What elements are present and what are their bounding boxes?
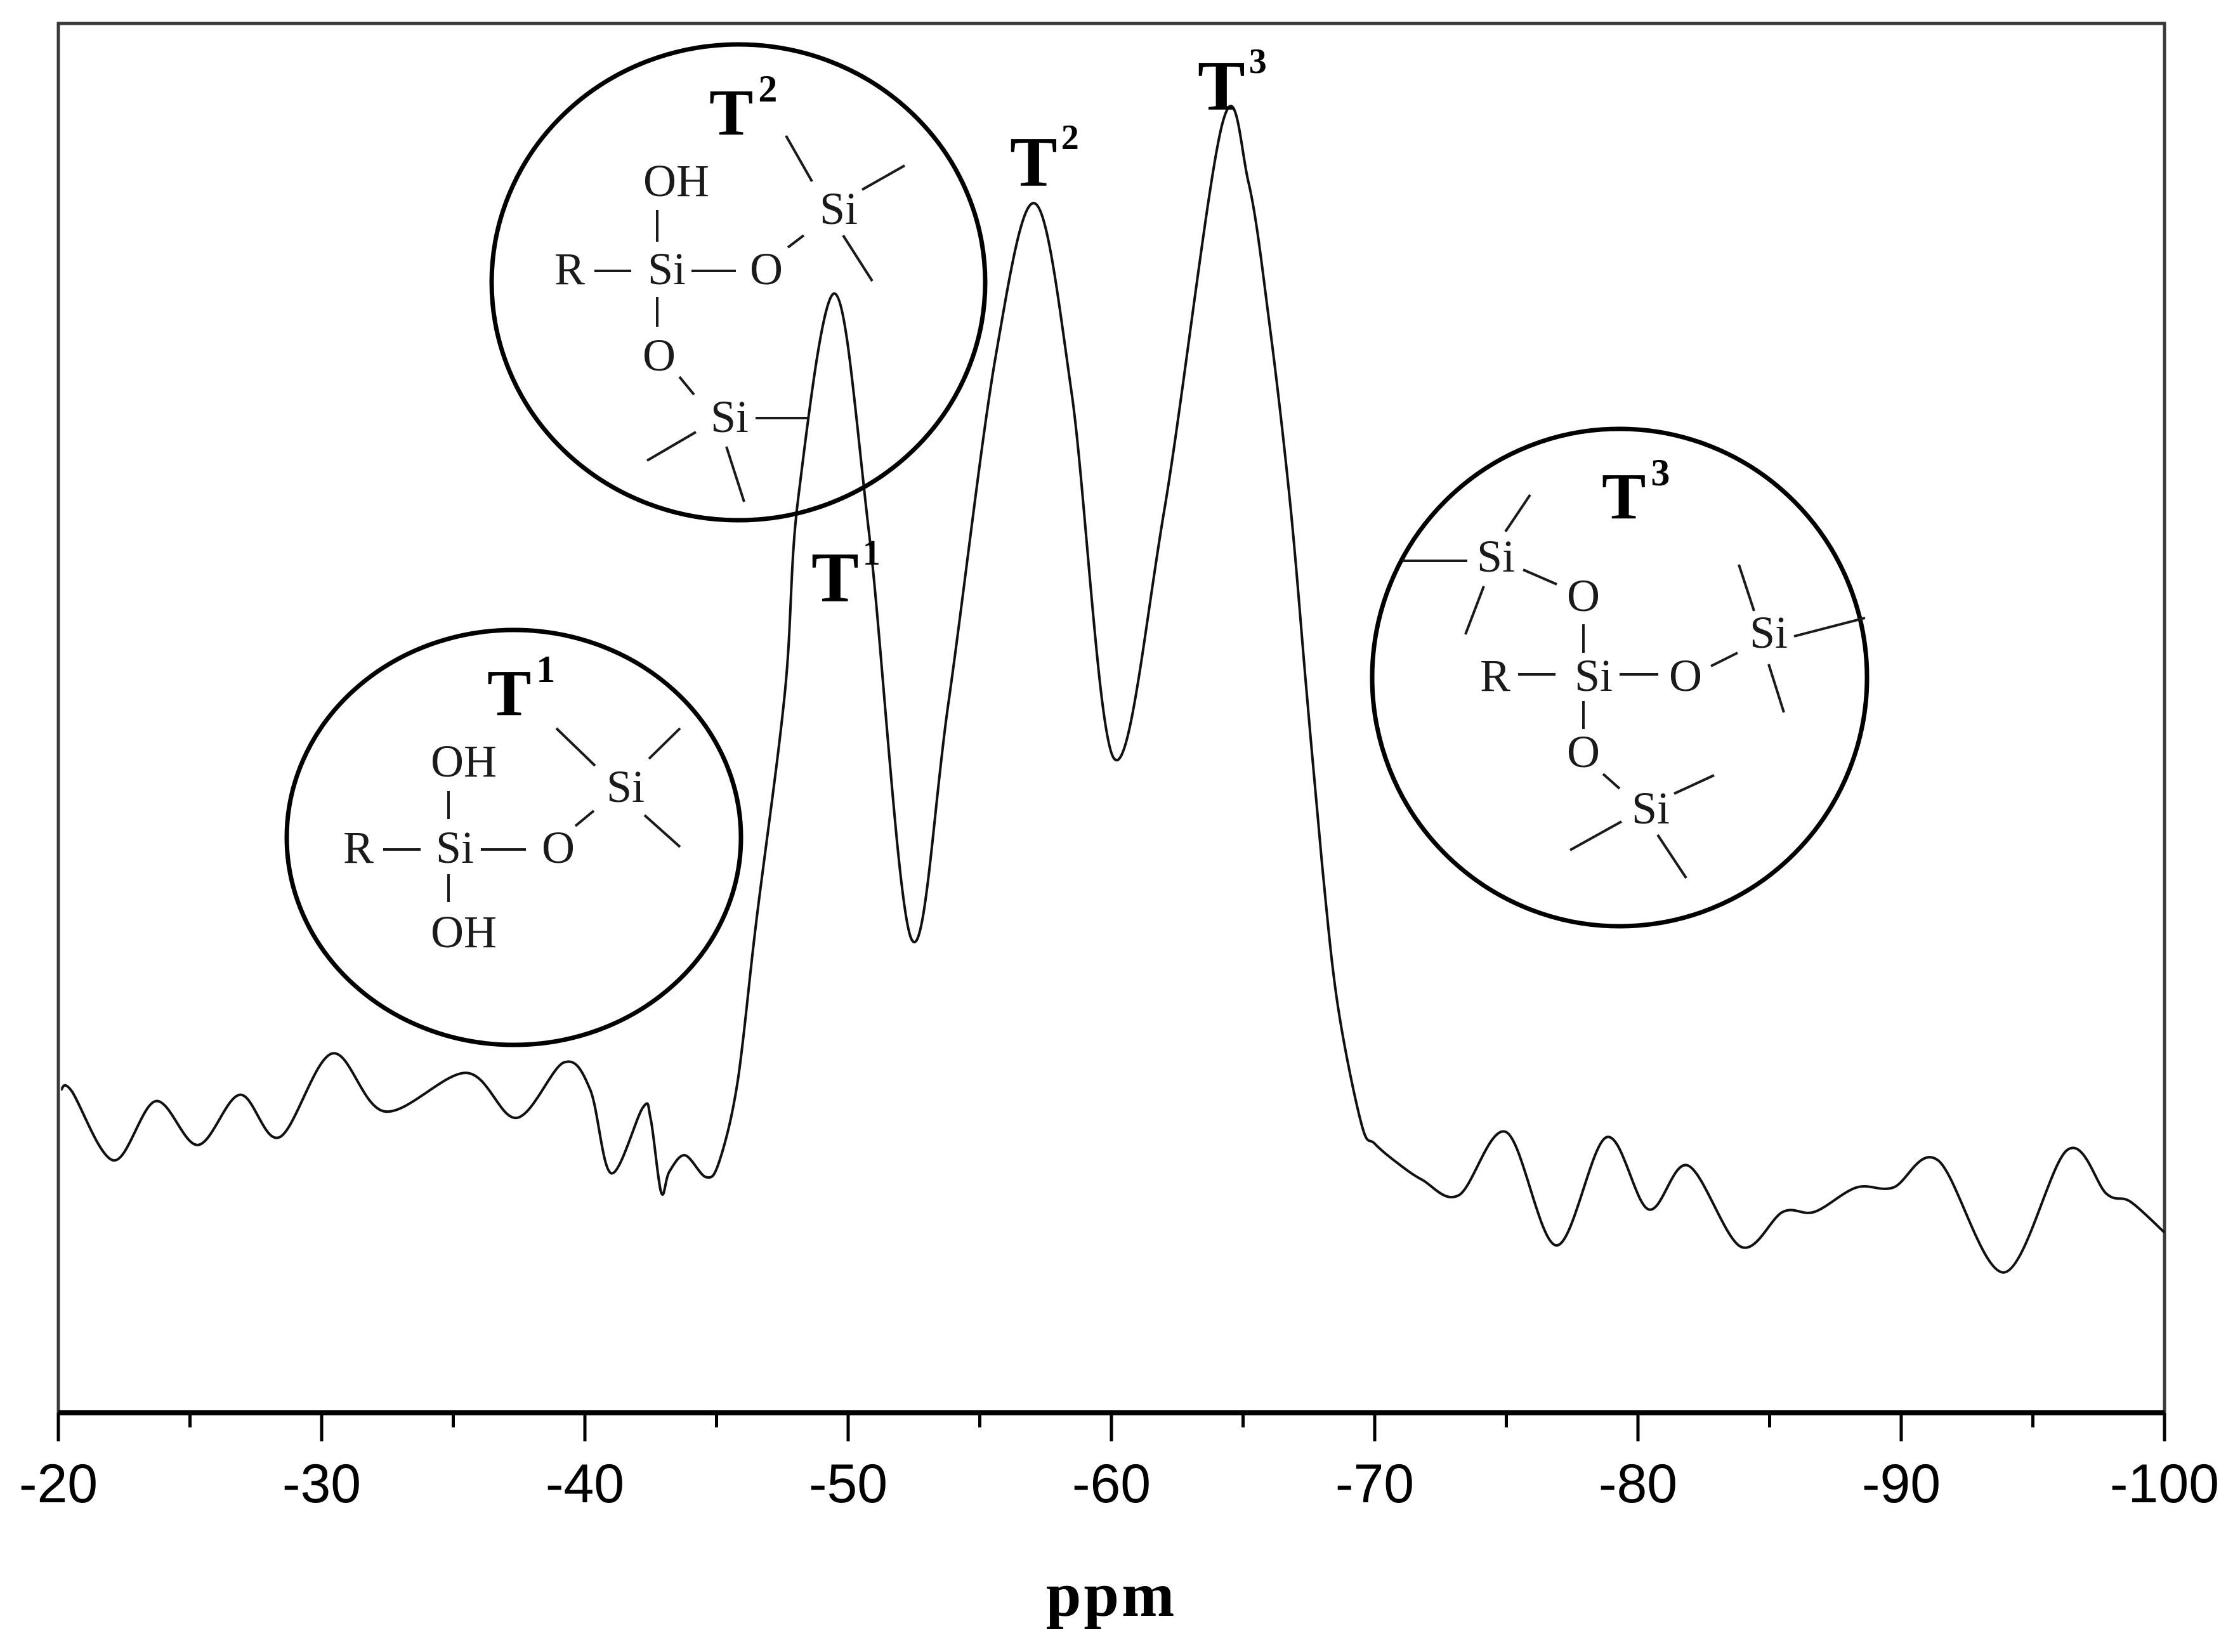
inset-t1-si-neighbor: Si [606,761,645,812]
tick-label-20: -20 [19,1453,98,1514]
inset-t2-o-right: O [750,244,783,294]
inset-t3-o-bottom: O [1567,726,1600,777]
tick-label-50: -50 [809,1453,887,1514]
inset-t1-si-center: Si [436,822,474,873]
spectrum-curve [60,105,2166,1274]
tick-label-90: -90 [1862,1453,1941,1514]
inset-t3-si-center: Si [1575,650,1613,701]
inset-t3-si-right: Si [1750,607,1788,658]
inset-t3-o-top: O [1567,570,1600,621]
x-tick-labels: -20 -30 -40 -50 -60 -70 -80 -90 -100 [19,1453,2219,1514]
inset-t1-r: R [343,822,374,873]
tick-label-30: -30 [282,1453,361,1514]
inset-t1-oh-top: OH [431,736,497,787]
inset-t2-si-lower: Si [711,391,749,442]
inset-t3-r: R [1480,650,1510,701]
inset-t3-circle [1370,426,1870,929]
inset-t1-circle [284,627,743,1047]
inset-t2-si-upper: Si [820,183,858,234]
x-axis-ticks [56,1413,2166,1441]
tick-label-70: -70 [1335,1453,1414,1514]
tick-label-100: -100 [2110,1453,2219,1514]
inset-t2-o-bottom: O [643,330,676,381]
inset-t3-si-upper-left: Si [1477,531,1515,582]
tick-label-60: -60 [1072,1453,1151,1514]
tick-label-40: -40 [546,1453,624,1514]
inset-t1-o-bridge: O [542,822,575,873]
plot-frame [56,22,2166,1415]
inset-t2-r: R [554,244,585,294]
inset-t2-circle [489,42,988,523]
inset-t3-o-right: O [1669,650,1702,701]
inset-t2-oh-top: OH [643,155,709,206]
x-axis-title: ppm [1046,1559,1177,1630]
inset-t3-si-lower: Si [1632,783,1670,834]
inset-t1-oh-bottom: OH [431,907,497,957]
tick-label-80: -80 [1599,1453,1677,1514]
inset-t2-si-center: Si [648,244,686,294]
